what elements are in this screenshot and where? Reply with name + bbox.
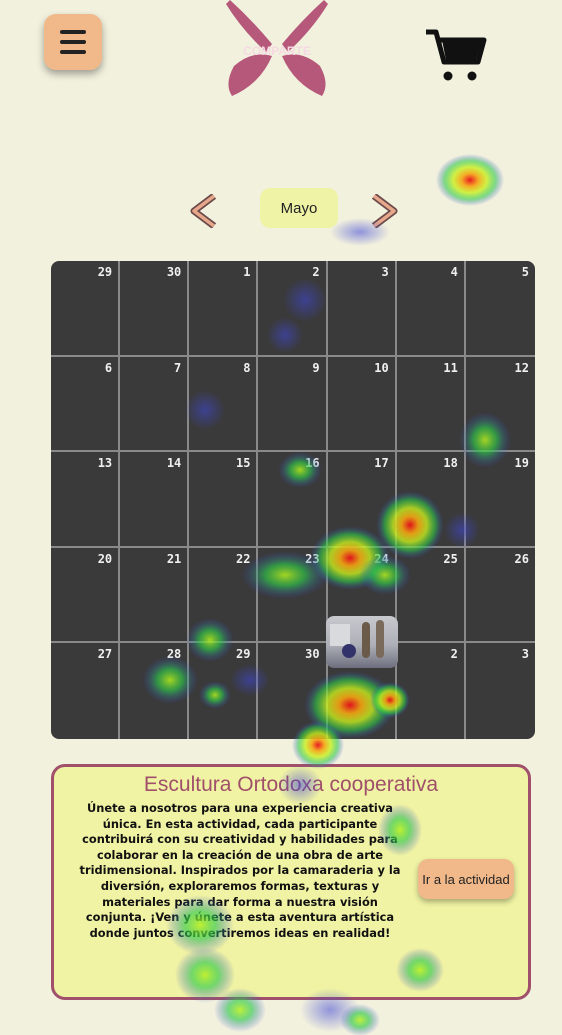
day-number: 23 [305, 551, 320, 566]
day-number: 9 [312, 360, 320, 375]
calendar-day[interactable]: 19 [465, 452, 535, 548]
calendar-grid: 29 30 1 2 3 4 5 6 7 8 9 10 11 12 13 14 15 16 17 18 19 20 21 22 2… [51, 261, 535, 739]
day-number: 20 [97, 551, 113, 566]
calendar-day[interactable]: 23 [258, 547, 328, 644]
day-number: 2 [450, 647, 458, 662]
day-number: 10 [374, 360, 389, 375]
calendar-day[interactable]: 9 [258, 356, 328, 453]
day-number: 6 [104, 360, 113, 375]
calendar-day[interactable]: 4 [396, 261, 466, 357]
calendar-day[interactable]: 12 [465, 357, 535, 453]
day-number: 17 [374, 456, 389, 471]
hamburger-line [60, 30, 86, 34]
logo-text: COMPARTE [243, 44, 311, 58]
calendar-day[interactable]: 29 [189, 643, 259, 739]
calendar-day[interactable]: 15 [189, 452, 259, 548]
calendar-day[interactable]: 27 [51, 643, 121, 739]
calendar-day[interactable]: 22 [189, 547, 259, 644]
day-number: 11 [443, 360, 458, 375]
calendar-day[interactable]: 2 [397, 643, 466, 739]
calendar-day[interactable]: 28 [120, 643, 190, 739]
calendar-day[interactable]: 2 [258, 261, 328, 357]
calendar-day[interactable]: 6 [51, 356, 121, 453]
hamburger-line [60, 50, 86, 54]
month-navigation: Mayo [0, 186, 562, 236]
calendar-day[interactable]: 7 [120, 356, 190, 453]
event-description: Únete a nosotros para una experiencia cr… [79, 801, 401, 940]
calendar-day[interactable]: 1 [189, 261, 259, 357]
calendar-day[interactable]: 20 [51, 547, 121, 644]
calendar-day[interactable]: 8 [189, 356, 259, 453]
day-number: 30 [166, 265, 182, 279]
day-number: 24 [374, 551, 389, 566]
calendar-day[interactable]: 16 [258, 452, 328, 548]
day-number: 8 [243, 360, 251, 375]
calendar-day[interactable]: 29 [51, 261, 121, 357]
month-label: Mayo [260, 188, 338, 228]
day-number: 1 [243, 265, 251, 279]
day-number: 12 [514, 360, 529, 375]
calendar-day[interactable]: 14 [120, 452, 190, 548]
day-number: 3 [381, 265, 389, 279]
day-number: 21 [166, 551, 182, 566]
calendar-day[interactable]: 13 [51, 452, 121, 548]
menu-button[interactable] [44, 14, 102, 70]
calendar-day[interactable]: 3 [327, 261, 397, 357]
day-number: 22 [235, 551, 251, 566]
go-to-activity-button[interactable]: Ir a la actividad [418, 859, 514, 899]
day-number: 29 [235, 647, 251, 662]
calendar-day[interactable]: 30 [258, 643, 328, 739]
day-number: 16 [305, 456, 320, 471]
day-number: 3 [521, 647, 529, 662]
day-number: 27 [97, 647, 113, 662]
calendar-day[interactable]: 5 [465, 261, 535, 357]
calendar-day[interactable]: 10 [327, 356, 397, 453]
calendar-day[interactable]: 3 [466, 643, 535, 739]
day-number: 29 [97, 265, 113, 279]
event-thumbnail[interactable] [326, 616, 398, 668]
calendar-day[interactable]: 11 [396, 356, 466, 453]
chevron-left-icon[interactable] [188, 194, 222, 228]
event-title: Escultura Ortodoxa cooperativa [143, 773, 439, 796]
day-number: 15 [235, 456, 251, 471]
day-number: 4 [450, 265, 458, 279]
hamburger-line [60, 40, 86, 44]
calendar-day[interactable]: 17 [327, 452, 397, 548]
event-card: Escultura Ortodoxa cooperativa Únete a n… [51, 764, 531, 1000]
day-number: 25 [443, 551, 458, 566]
day-number: 14 [166, 456, 182, 471]
day-number: 28 [166, 647, 182, 662]
day-number: 30 [305, 647, 320, 662]
day-number: 2 [312, 265, 320, 279]
calendar-day[interactable]: 18 [396, 452, 466, 548]
calendar-day[interactable]: 25 [396, 547, 466, 644]
day-number: 18 [443, 456, 458, 471]
day-number: 26 [514, 551, 529, 566]
calendar-day[interactable]: 26 [465, 548, 535, 644]
calendar-day[interactable]: 21 [120, 547, 190, 644]
day-number: 19 [514, 456, 529, 471]
day-number: 7 [174, 360, 182, 375]
chevron-right-icon[interactable] [366, 194, 400, 228]
butterfly-icon [226, 0, 328, 96]
day-number: 13 [97, 456, 113, 471]
shopping-cart-icon[interactable] [424, 26, 488, 84]
calendar-day[interactable]: 30 [120, 261, 190, 357]
comparte-logo[interactable]: COMPARTE [222, 0, 332, 100]
day-number: 5 [521, 265, 529, 279]
